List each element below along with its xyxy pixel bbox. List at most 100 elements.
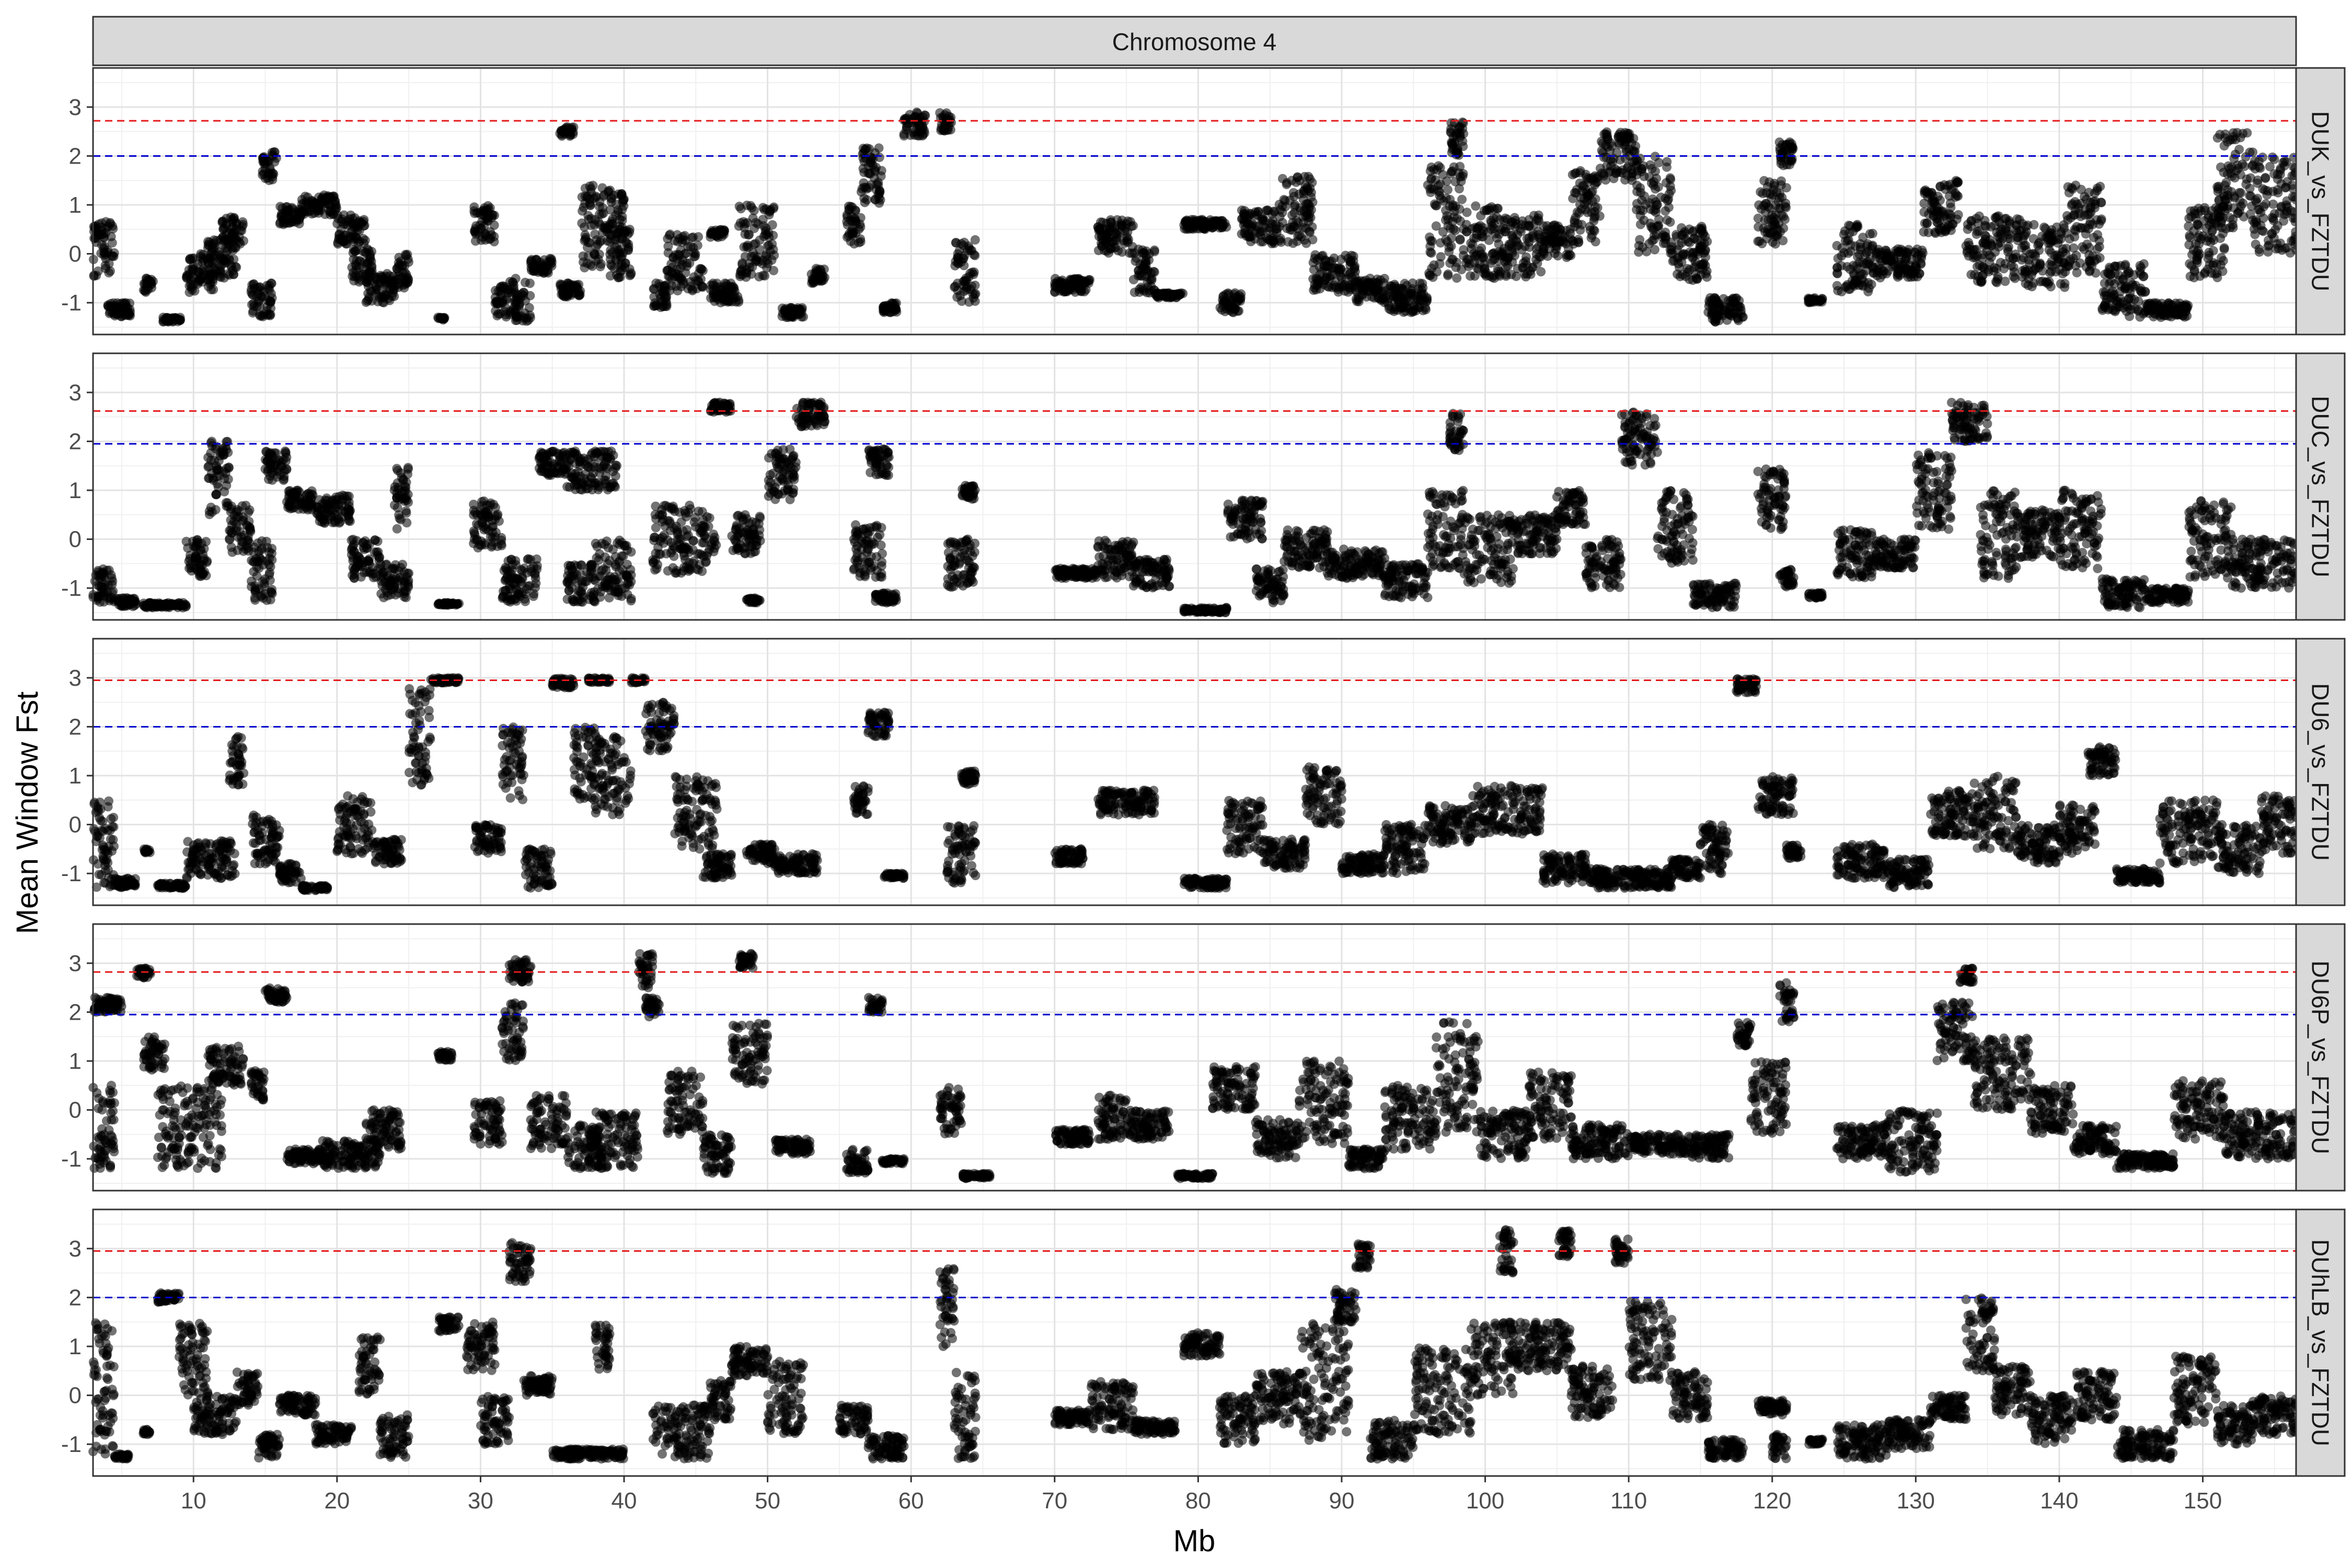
data-point [2227,171,2237,181]
data-point [299,207,309,217]
data-point [1846,221,1855,231]
data-point [1272,224,1282,234]
data-point [952,292,962,302]
data-point [225,234,235,244]
data-point [740,219,750,229]
data-point [2228,135,2237,145]
data-point [2080,192,2090,202]
data-point [953,259,963,269]
data-point [470,227,480,237]
data-point [1991,213,2001,223]
data-point [2184,222,2194,231]
data-point [2193,246,2203,256]
data-point [1862,241,1872,251]
data-point [1336,255,1346,264]
data-point [863,168,873,178]
data-point [1967,216,1977,226]
data-point [1893,269,1903,278]
data-point [1839,248,1849,258]
data-point [2208,246,2218,256]
data-point [2135,261,2145,271]
data-point [598,223,608,233]
data-point [1666,186,1676,195]
data-point [582,192,592,202]
data-point [1429,260,1439,270]
data-point [1665,173,1675,183]
data-point [1261,206,1271,216]
data-point [874,143,884,153]
data-point [1882,269,1892,279]
data-point [1429,199,1439,209]
y-tick-label: -1 [61,290,82,316]
data-point [226,262,236,272]
data-point [765,247,775,257]
data-point [1381,293,1391,303]
data-point [2196,234,2206,244]
data-point [1425,232,1435,242]
data-point [1973,251,1982,261]
data-point [1662,215,1672,225]
data-point [2094,219,2104,229]
data-point [333,238,343,248]
data-point [861,144,871,154]
data-point [1113,246,1123,256]
data-point [695,264,705,274]
data-point [1477,229,1486,239]
data-point [1536,267,1546,276]
data-point [2024,255,2034,265]
data-point [1702,237,1712,247]
data-point [1443,271,1453,281]
data-point [2184,240,2194,250]
data-point [1279,194,1289,204]
data-point [1562,252,1572,262]
data-point [624,245,633,255]
data-point [2185,259,2195,269]
data-point [1135,259,1145,269]
data-point [673,249,683,259]
data-point [1521,272,1531,282]
data-point [1901,252,1911,262]
data-point [1292,216,1301,226]
data-point [1763,202,1773,212]
data-point [854,238,864,248]
data-point [2084,243,2094,252]
data-point [2136,286,2146,295]
data-point [2080,223,2090,233]
data-point [2267,229,2277,239]
data-point [1386,305,1396,315]
data-point [1429,165,1439,175]
data-point [203,257,213,267]
data-point [1736,305,1746,315]
data-point [2115,298,2125,308]
data-point [481,205,491,215]
data-point [1692,274,1702,284]
data-point [337,214,347,224]
data-point [2105,264,2115,274]
data-point [901,114,910,124]
data-point [970,290,979,299]
data-point [1548,234,1558,244]
data-point [712,279,722,289]
data-point [1209,220,1219,229]
data-point [1615,167,1625,177]
data-point [1308,235,1318,245]
data-point [1458,169,1468,179]
facet-strip-top-label: Chromosome 4 [1112,28,1276,55]
data-point [1094,226,1104,236]
data-point [612,270,621,280]
data-point [560,288,570,298]
data-point [962,275,972,285]
data-point [264,176,274,186]
data-point [2070,226,2080,236]
data-point [1076,285,1086,295]
data-point [1586,233,1596,243]
facet-strip-top: Chromosome 4 [92,16,2297,66]
data-point [2038,266,2048,276]
data-point [107,573,117,583]
data-point [1709,300,1719,310]
data-point [142,280,152,290]
data-point [1570,188,1579,198]
data-point [1907,266,1917,276]
data-point [1149,245,1159,255]
y-tick-label: 1 [69,192,82,218]
